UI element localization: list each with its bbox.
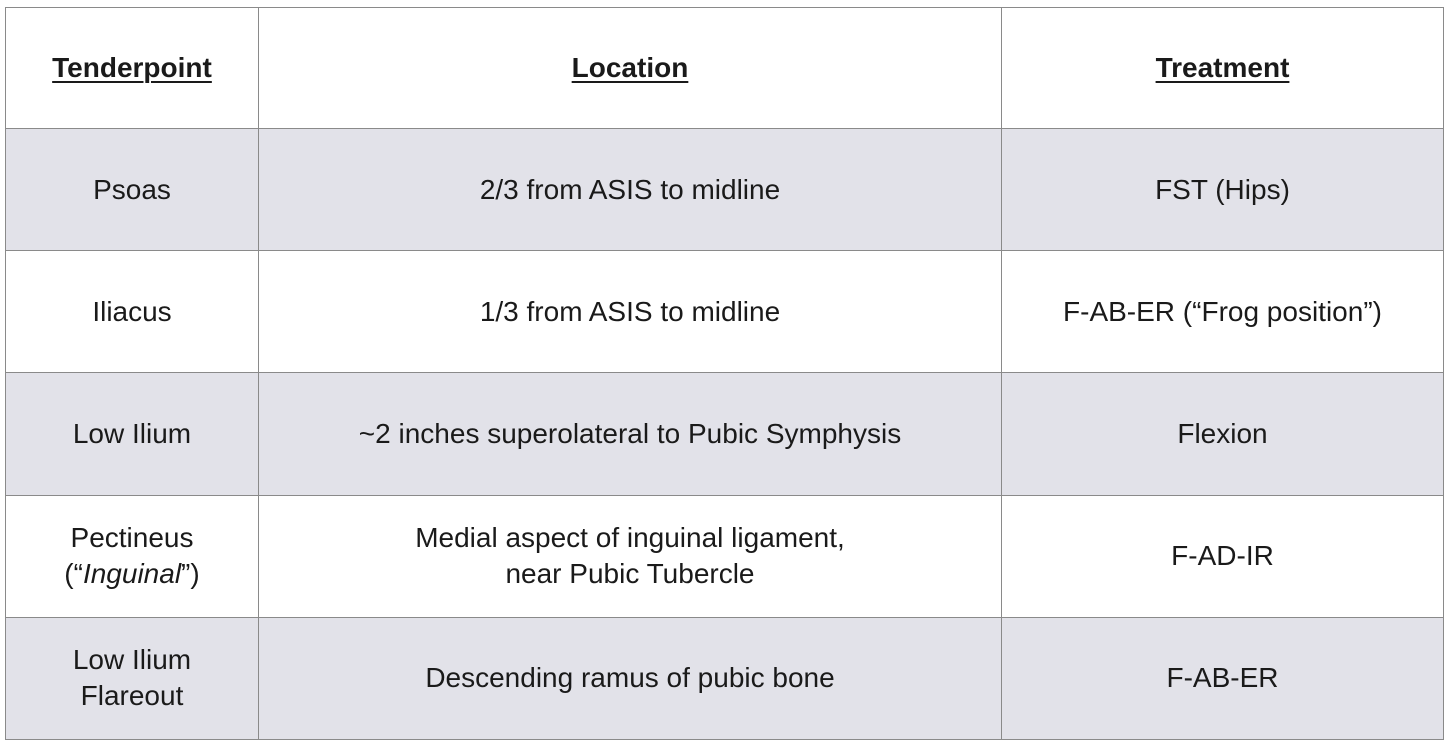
tenderpoint-line2-italic: Inguinal bbox=[82, 558, 182, 590]
header-tenderpoint: Tenderpoint bbox=[5, 6, 259, 130]
table-row: Iliacus 1/3 from ASIS to midline F-AB-ER… bbox=[5, 250, 1444, 374]
tenderpoint-line2-close: ”) bbox=[181, 558, 200, 590]
cell-tenderpoint: Low Ilium Flareout bbox=[5, 616, 259, 741]
cell-treatment: F-AB-ER bbox=[1001, 616, 1444, 741]
cell-treatment: F-AD-IR bbox=[1001, 494, 1444, 618]
header-location: Location bbox=[258, 6, 1002, 130]
cell-location: Medial aspect of inguinal ligament, near… bbox=[258, 494, 1002, 618]
table-row: Psoas 2/3 from ASIS to midline FST (Hips… bbox=[5, 128, 1444, 252]
cell-location: 1/3 from ASIS to midline bbox=[258, 250, 1002, 374]
cell-location: 2/3 from ASIS to midline bbox=[258, 128, 1002, 252]
cell-tenderpoint: Pectineus (“Inguinal”) bbox=[5, 494, 259, 618]
tenderpoint-line2: Flareout bbox=[80, 680, 184, 712]
tenderpoint-line2-open: (“ bbox=[64, 558, 83, 590]
tenderpoint-table: Tenderpoint Location Treatment Psoas 2/3… bbox=[5, 6, 1444, 741]
tenderpoint-table-container: Tenderpoint Location Treatment Psoas 2/3… bbox=[5, 6, 1444, 741]
header-treatment: Treatment bbox=[1001, 6, 1444, 130]
location-line2: near Pubic Tubercle bbox=[505, 558, 755, 590]
cell-tenderpoint: Low Ilium bbox=[5, 372, 259, 496]
table-header-row: Tenderpoint Location Treatment bbox=[5, 6, 1444, 130]
tenderpoint-line1: Low Ilium bbox=[72, 644, 192, 676]
location-line1: Medial aspect of inguinal ligament, bbox=[415, 522, 845, 554]
cell-tenderpoint: Psoas bbox=[5, 128, 259, 252]
table-row: Pectineus (“Inguinal”) Medial aspect of … bbox=[5, 494, 1444, 618]
table-row: Low Ilium Flareout Descending ramus of p… bbox=[5, 616, 1444, 741]
cell-treatment: FST (Hips) bbox=[1001, 128, 1444, 252]
cell-treatment: F-AB-ER (“Frog position”) bbox=[1001, 250, 1444, 374]
cell-tenderpoint: Iliacus bbox=[5, 250, 259, 374]
tenderpoint-line1: Pectineus bbox=[70, 522, 194, 554]
table-row: Low Ilium ~2 inches superolateral to Pub… bbox=[5, 372, 1444, 496]
cell-treatment: Flexion bbox=[1001, 372, 1444, 496]
cell-location: Descending ramus of pubic bone bbox=[258, 616, 1002, 741]
cell-location: ~2 inches superolateral to Pubic Symphys… bbox=[258, 372, 1002, 496]
